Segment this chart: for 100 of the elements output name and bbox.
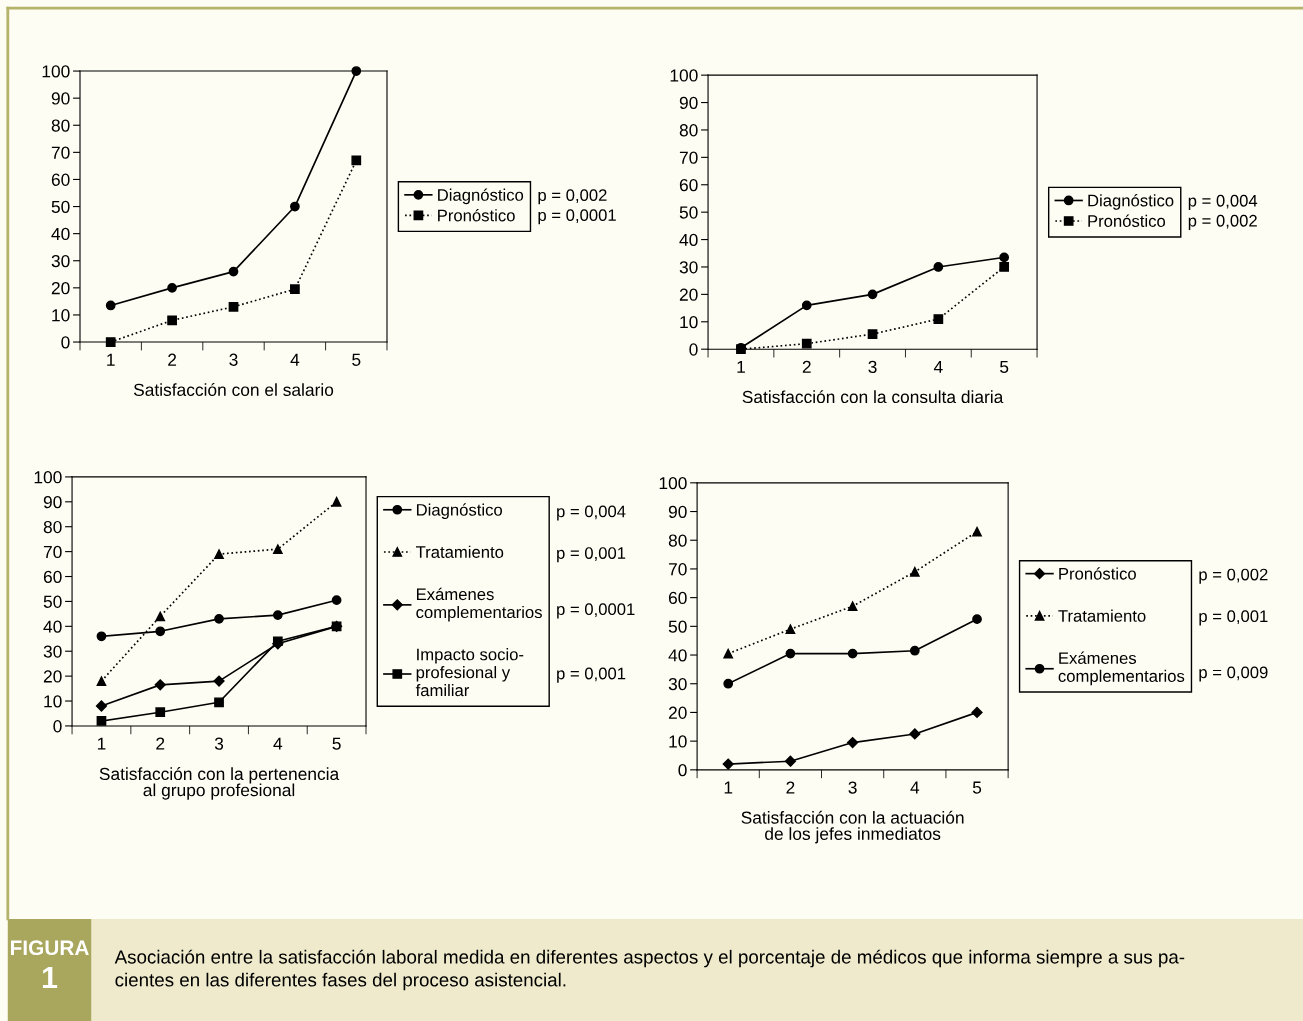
y-tick-label: 100: [659, 477, 687, 490]
x-tick-label: 1: [97, 737, 106, 750]
x-tick-label: 3: [848, 781, 857, 794]
text: p = 0,001: [1199, 610, 1268, 626]
point: [331, 595, 342, 606]
point: [228, 301, 239, 312]
x-tick-label: 2: [168, 353, 177, 366]
point: [785, 648, 796, 659]
legend-label: Tratamiento: [1058, 609, 1146, 622]
point: [999, 252, 1010, 263]
y-tick-label: 50: [43, 595, 62, 608]
point: [784, 755, 797, 767]
point: [722, 758, 734, 770]
legend-label: Diagnóstico: [416, 503, 503, 520]
legend-label: Pronóstico: [1088, 214, 1166, 227]
legend-label: Impacto socio- profesional y familiar: [415, 648, 524, 697]
x-tick-label: 1: [737, 360, 745, 373]
legend-label: Diagnóstico: [438, 188, 524, 205]
x-tick-label: 5: [332, 737, 341, 750]
x-tick-label: 5: [972, 781, 982, 794]
point: [972, 614, 982, 625]
y-tick-label: 20: [679, 288, 698, 301]
point: [155, 707, 166, 718]
y-tick-label: 10: [44, 695, 62, 708]
text: p = 0,002: [1199, 568, 1268, 584]
y-tick-label: 80: [668, 534, 687, 547]
point: [909, 566, 920, 577]
x-tick-label: 3: [868, 360, 877, 374]
point: [96, 631, 107, 642]
x-tick-label: 5: [1000, 360, 1009, 374]
x-axis-title: Satisfacción con la consulta diaria: [742, 390, 1004, 404]
point: [272, 610, 283, 620]
y-tick-label: 80: [679, 124, 698, 137]
point: [155, 626, 166, 637]
text: p = 0,0001: [538, 209, 616, 225]
y-tick-label: 60: [668, 591, 687, 605]
point: [867, 329, 878, 339]
text: Asociación entre la satisfacción laboral medida en diferentes aspectos y el porcentaje de médicos que informa siempre a sus pa- cientes en las diferentes fases del proceso asistencial.: [114, 949, 1185, 991]
text: p = 0,001: [557, 547, 626, 563]
y-tick-label: 90: [51, 92, 70, 105]
point: [290, 201, 300, 212]
point: [167, 315, 177, 326]
legend-label: Pronóstico: [1059, 567, 1136, 580]
point: [972, 526, 982, 537]
x-tick-label: 3: [214, 737, 224, 750]
legend-label: Diagnóstico: [1088, 194, 1174, 210]
point: [909, 645, 920, 656]
x-tick-label: 2: [786, 781, 795, 794]
point: [105, 300, 116, 311]
text: p = 0,009: [1199, 666, 1268, 682]
point: [351, 155, 362, 166]
y-tick-label: 10: [680, 315, 698, 329]
x-tick-label: 4: [910, 781, 920, 794]
y-tick-label: 0: [61, 336, 70, 349]
point: [155, 611, 166, 622]
x-tick-label: 2: [802, 360, 811, 373]
y-tick-label: 80: [43, 520, 62, 534]
point: [96, 676, 107, 686]
point: [723, 648, 734, 659]
y-tick-label: 60: [679, 178, 698, 192]
y-tick-label: 90: [679, 96, 698, 110]
x-tick-label: 1: [107, 353, 115, 366]
y-tick-label: 30: [668, 677, 687, 691]
y-tick-label: 0: [678, 764, 687, 777]
y-tick-label: 20: [668, 706, 687, 719]
y-tick-label: 60: [43, 570, 62, 583]
x-tick-label: 2: [156, 737, 165, 750]
point: [95, 700, 108, 712]
y-tick-label: 100: [670, 69, 698, 82]
y-tick-label: 70: [51, 146, 70, 159]
y-tick-label: 10: [52, 309, 70, 322]
point: [867, 289, 878, 300]
x-tick-label: 3: [229, 353, 238, 366]
point: [214, 613, 224, 624]
y-tick-label: 30: [43, 645, 62, 658]
point: [801, 338, 812, 349]
y-tick-label: 20: [51, 282, 70, 295]
text: p = 0,004: [1188, 194, 1258, 210]
text: p = 0,002: [1188, 214, 1257, 230]
point: [213, 675, 225, 687]
legend-label: Exámenes complementarios: [416, 587, 542, 622]
point: [214, 697, 224, 708]
y-tick-label: 0: [689, 343, 698, 356]
point: [272, 544, 283, 554]
x-tick-label: 1: [724, 781, 733, 794]
point: [847, 648, 858, 659]
text: p = 0,002: [538, 189, 607, 205]
y-tick-label: 40: [51, 227, 70, 241]
point: [167, 282, 177, 293]
point: [154, 679, 166, 691]
legend-label: Exámenes complementarios: [1058, 651, 1185, 686]
y-tick-label: 90: [668, 505, 687, 518]
point: [933, 262, 944, 272]
y-tick-label: 70: [679, 151, 698, 164]
x-axis-title: Satisfacción con la pertenencia al grupo profesional: [99, 767, 340, 800]
y-tick-label: 40: [43, 620, 62, 633]
text: 1: [42, 967, 58, 989]
x-axis-title: Satisfacción con la actuación de los jefes inmediatos: [741, 810, 964, 844]
point: [331, 621, 342, 632]
point: [847, 736, 859, 749]
